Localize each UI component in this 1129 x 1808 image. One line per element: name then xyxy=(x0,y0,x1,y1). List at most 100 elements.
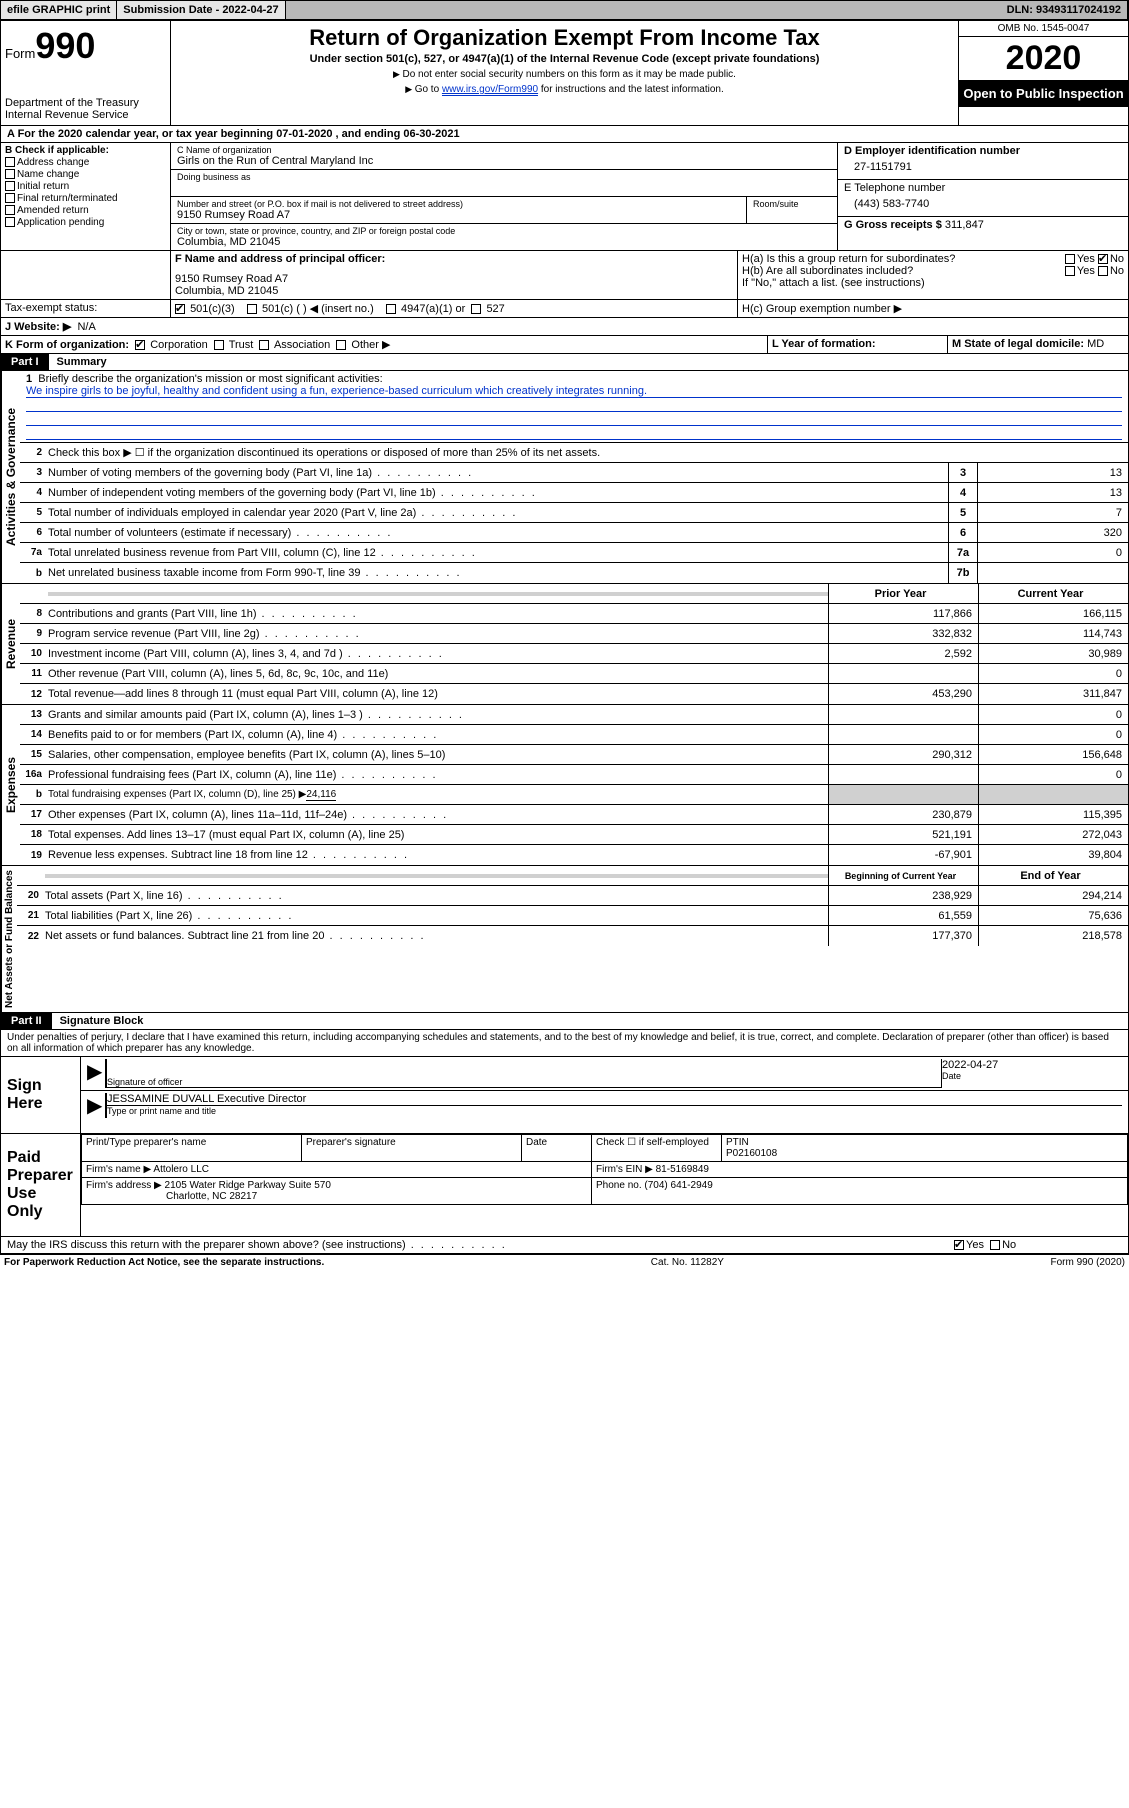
line14: Benefits paid to or for members (Part IX… xyxy=(48,727,828,743)
ein-label: D Employer identification number xyxy=(844,145,1020,157)
p12: 453,290 xyxy=(828,684,978,704)
form-subtitle: Under section 501(c), 527, or 4947(a)(1)… xyxy=(179,53,950,65)
sig-arrow-icon-2: ▶ xyxy=(87,1093,107,1118)
chk-pending[interactable] xyxy=(5,217,15,227)
hdr-prior: Prior Year xyxy=(828,584,978,603)
line15: Salaries, other compensation, employee b… xyxy=(48,747,828,763)
omb-number: OMB No. 1545-0047 xyxy=(959,21,1128,37)
instructions-link[interactable]: www.irs.gov/Form990 xyxy=(442,84,538,96)
line19: Revenue less expenses. Subtract line 18 … xyxy=(48,847,828,863)
website-value: N/A xyxy=(77,321,95,333)
h-b-note: If "No," attach a list. (see instruction… xyxy=(742,277,1124,289)
sig-date-value: 2022-04-27 xyxy=(942,1059,1122,1071)
firm-name-label: Firm's name ▶ xyxy=(86,1164,151,1175)
line17: Other expenses (Part IX, column (A), lin… xyxy=(48,807,828,823)
chk-final-return[interactable] xyxy=(5,193,15,203)
officer-addr1: 9150 Rumsey Road A7 xyxy=(175,273,733,285)
part-ii-title: Signature Block xyxy=(52,1015,144,1027)
addr-label: Number and street (or P.O. box if mail i… xyxy=(177,199,740,209)
firm-addr2: Charlotte, NC 28217 xyxy=(86,1191,257,1202)
page-footer: For Paperwork Reduction Act Notice, see … xyxy=(0,1254,1129,1270)
p15: 290,312 xyxy=(828,745,978,764)
gross-value: 311,847 xyxy=(945,219,984,231)
website-label: J Website: ▶ xyxy=(5,321,71,333)
line7b: Net unrelated business taxable income fr… xyxy=(48,565,948,581)
line21: Total liabilities (Part X, line 26) xyxy=(45,908,828,924)
val-7b xyxy=(978,563,1128,583)
tax-year: 2020 xyxy=(959,37,1128,80)
line16b: Total fundraising expenses (Part IX, col… xyxy=(48,787,828,802)
footer-mid: Cat. No. 11282Y xyxy=(651,1257,724,1268)
org-name-label: C Name of organization xyxy=(177,145,831,155)
c11: 0 xyxy=(978,664,1128,683)
sig-officer-label: Signature of officer xyxy=(107,1077,941,1088)
ha-no[interactable] xyxy=(1098,254,1108,264)
chk-trust[interactable] xyxy=(214,340,224,350)
hb-no[interactable] xyxy=(1098,266,1108,276)
c16a: 0 xyxy=(978,765,1128,784)
dept-label: Department of the Treasury Internal Reve… xyxy=(5,97,166,121)
c21: 75,636 xyxy=(978,906,1128,925)
paid-preparer-label: Paid Preparer Use Only xyxy=(1,1134,81,1236)
org-name: Girls on the Run of Central Maryland Inc xyxy=(177,155,831,167)
firm-phone: (704) 641-2949 xyxy=(644,1180,712,1191)
firm-ein: 81-5169849 xyxy=(656,1164,709,1175)
hdr-beg: Beginning of Current Year xyxy=(828,866,978,885)
firm-addr-label: Firm's address ▶ xyxy=(86,1180,162,1191)
section-a-tax-year: A For the 2020 calendar year, or tax yea… xyxy=(0,126,1129,143)
ptin-label: PTIN xyxy=(726,1137,1123,1148)
chk-527[interactable] xyxy=(471,304,481,314)
chk-amended[interactable] xyxy=(5,205,15,215)
check-self-employed[interactable]: Check ☐ if self-employed xyxy=(592,1135,722,1162)
chk-address-change[interactable] xyxy=(5,157,15,167)
line11: Other revenue (Part VIII, column (A), li… xyxy=(48,666,828,682)
chk-501c[interactable] xyxy=(247,304,257,314)
firm-addr1: 2105 Water Ridge Parkway Suite 570 xyxy=(165,1180,331,1191)
c13: 0 xyxy=(978,705,1128,724)
part-ii-header: Part II xyxy=(1,1013,52,1029)
form-title: Return of Organization Exempt From Incom… xyxy=(179,25,950,51)
val-6: 320 xyxy=(978,523,1128,542)
discuss-question: May the IRS discuss this return with the… xyxy=(1,1237,948,1253)
part-i-header: Part I xyxy=(1,354,49,370)
discuss-yes[interactable] xyxy=(954,1240,964,1250)
p21: 61,559 xyxy=(828,906,978,925)
c12: 311,847 xyxy=(978,684,1128,704)
public-inspection: Open to Public Inspection xyxy=(959,80,1128,107)
city-label: City or town, state or province, country… xyxy=(177,226,455,236)
phone-label: E Telephone number xyxy=(844,182,945,194)
p20: 238,929 xyxy=(828,886,978,905)
vert-netassets: Net Assets or Fund Balances xyxy=(1,866,17,1012)
chk-other[interactable] xyxy=(336,340,346,350)
line6: Total number of volunteers (estimate if … xyxy=(48,525,948,541)
efile-print-button[interactable]: efile GRAPHIC print xyxy=(1,1,117,19)
discuss-no[interactable] xyxy=(990,1240,1000,1250)
chk-corp[interactable] xyxy=(135,340,145,350)
footer-left: For Paperwork Reduction Act Notice, see … xyxy=(4,1257,324,1268)
part-i-title: Summary xyxy=(49,356,107,368)
chk-501c3[interactable] xyxy=(175,304,185,314)
p17: 230,879 xyxy=(828,805,978,824)
line3: Number of voting members of the governin… xyxy=(48,465,948,481)
line5: Total number of individuals employed in … xyxy=(48,505,948,521)
form-header: Form990 Department of the Treasury Inter… xyxy=(0,20,1129,126)
firm-ein-label: Firm's EIN ▶ xyxy=(596,1164,653,1175)
p11 xyxy=(828,664,978,683)
p22: 177,370 xyxy=(828,926,978,946)
chk-4947[interactable] xyxy=(386,304,396,314)
line7a: Total unrelated business revenue from Pa… xyxy=(48,545,948,561)
chk-name-change[interactable] xyxy=(5,169,15,179)
year-formation-label: L Year of formation: xyxy=(772,338,876,350)
ha-yes[interactable] xyxy=(1065,254,1075,264)
vert-governance: Activities & Governance xyxy=(1,371,20,583)
val-5: 7 xyxy=(978,503,1128,522)
type-name-label: Type or print name and title xyxy=(107,1106,1122,1116)
chk-assoc[interactable] xyxy=(259,340,269,350)
line4: Number of independent voting members of … xyxy=(48,485,948,501)
room-label: Room/suite xyxy=(753,199,831,209)
chk-initial-return[interactable] xyxy=(5,181,15,191)
hb-yes[interactable] xyxy=(1065,266,1075,276)
ptin-value: P02160108 xyxy=(726,1148,1123,1159)
paid-preparer-block: Paid Preparer Use Only Print/Type prepar… xyxy=(0,1134,1129,1237)
sig-arrow-icon: ▶ xyxy=(87,1059,107,1088)
